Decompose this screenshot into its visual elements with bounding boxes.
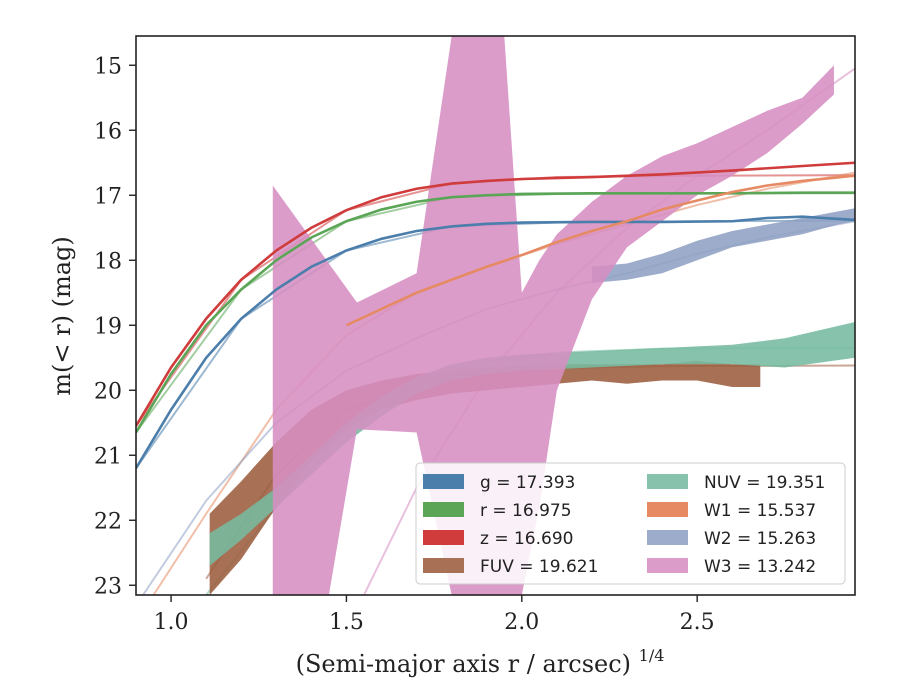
legend-label-z: z = 16.690 (480, 529, 573, 549)
series-band-w2 (591, 208, 855, 283)
legend-label-fuv: FUV = 19.621 (480, 557, 598, 577)
legend-swatch-nuv (647, 474, 688, 489)
y-tick-label: 22 (94, 509, 122, 534)
x-tick-label: 2.0 (504, 610, 539, 635)
series-line-w1 (345, 174, 855, 327)
y-axis-title: m(< r) (mag) (48, 236, 76, 395)
x-tick-label: 1.5 (329, 610, 364, 635)
legend-swatch-r (423, 502, 464, 517)
y-tick-label: 20 (94, 379, 122, 404)
legend-label-w1: W1 = 15.537 (704, 501, 816, 521)
legend-label-g: g = 17.393 (480, 473, 575, 493)
legend-swatch-fuv (423, 558, 464, 573)
legend-swatch-g (423, 474, 464, 489)
line-series (136, 161, 855, 469)
y-tick-label: 19 (94, 314, 122, 339)
x-axis-title-main: (Semi-major axis r / arcsec) (296, 650, 631, 678)
y-tick-label: 15 (94, 54, 122, 79)
legend-swatch-w2 (647, 530, 688, 545)
y-tick-label: 18 (94, 249, 122, 274)
series-band-w3 (272, 36, 834, 595)
x-tick-label: 2.5 (680, 610, 715, 635)
x-tick-label: 1.0 (154, 610, 189, 635)
series-line-g (136, 215, 855, 469)
legend-label-w2: W2 = 15.263 (704, 529, 816, 549)
y-tick-label: 17 (94, 184, 122, 209)
legend-swatch-z (423, 530, 464, 545)
x-axis-ticks: 1.0 1.5 2.0 2.5 (154, 595, 715, 635)
x-axis-title: (Semi-major axis r / arcsec) 1/4 (296, 646, 665, 678)
legend-label-r: r = 16.975 (480, 501, 572, 521)
series-line-z (136, 161, 855, 427)
band-series (209, 36, 855, 595)
y-tick-label: 23 (94, 574, 122, 599)
y-tick-label: 21 (94, 444, 122, 469)
y-axis-ticks: 15 16 17 18 19 20 21 22 23 (94, 54, 136, 599)
legend-label-nuv: NUV = 19.351 (704, 473, 825, 493)
y-tick-label: 16 (94, 119, 122, 144)
legend: g = 17.393 r = 16.975 z = 16.690 FUV = 19.6… (415, 462, 846, 585)
legend-swatch-w1 (647, 502, 688, 517)
legend-frame (415, 462, 846, 585)
legend-swatch-w3 (647, 558, 688, 573)
x-axis-title-superscript: 1/4 (639, 646, 665, 665)
series-line-r (136, 191, 855, 434)
legend-label-w3: W3 = 13.242 (704, 557, 816, 577)
plot-frame (135, 35, 856, 596)
